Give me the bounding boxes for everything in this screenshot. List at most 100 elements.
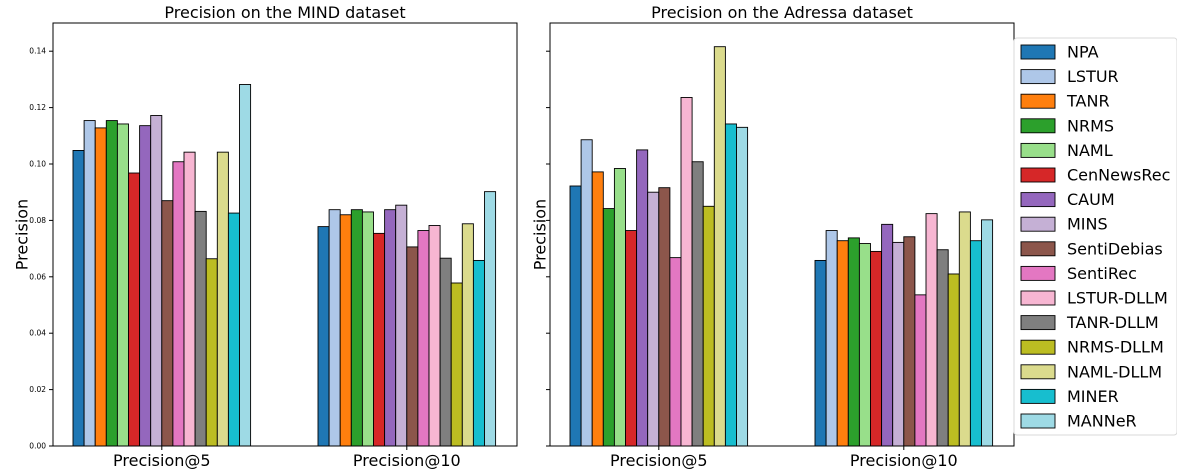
- bar: [936, 249, 949, 447]
- x-tick-label: Precision@5: [113, 451, 211, 470]
- legend-label: SentiRec: [1067, 264, 1137, 283]
- bar: [328, 209, 341, 447]
- bar: [94, 127, 107, 447]
- legend-label: CAUM: [1067, 190, 1115, 209]
- legend-swatch: [1020, 44, 1056, 60]
- legend-swatch: [1020, 388, 1056, 404]
- legend-label: NRMS: [1067, 116, 1114, 135]
- legend-label: MINER: [1067, 387, 1119, 406]
- bar: [172, 161, 185, 447]
- y-tick-label: 0.04: [29, 329, 46, 338]
- legend-label: MANNeR: [1067, 412, 1137, 431]
- y-tick-label: 0.06: [29, 272, 46, 281]
- bar: [925, 213, 938, 447]
- legend-swatch: [1020, 413, 1056, 429]
- bar: [903, 236, 916, 447]
- legend-label: NAML-DLLM: [1067, 362, 1162, 381]
- y-tick-label: 0.10: [29, 160, 46, 169]
- bar: [406, 246, 419, 447]
- legend-label: MINS: [1067, 215, 1108, 234]
- y-tick-label: 0.12: [29, 103, 46, 112]
- y-tick-label: 0.00: [29, 442, 46, 451]
- legend-swatch: [1020, 364, 1056, 380]
- bar: [72, 150, 85, 447]
- bar: [484, 191, 497, 447]
- bar: [450, 282, 463, 447]
- chart-title: Precision on the MIND dataset: [164, 3, 405, 22]
- bar: [350, 209, 363, 447]
- legend-swatch: [1020, 167, 1056, 183]
- bar: [569, 185, 582, 447]
- bar: [361, 211, 374, 447]
- bar: [669, 257, 682, 447]
- bar: [317, 226, 330, 447]
- x-tick-label: Precision@5: [610, 451, 708, 470]
- bar: [736, 126, 749, 447]
- legend-box: [1013, 37, 1177, 436]
- bar: [636, 149, 649, 447]
- legend-label: NAML: [1067, 141, 1113, 160]
- bar: [713, 46, 726, 447]
- legend-swatch: [1020, 192, 1056, 208]
- bar: [947, 273, 960, 447]
- y-tick-label: 0.08: [29, 216, 46, 225]
- bar: [958, 211, 971, 447]
- chart-title: Precision on the Adressa dataset: [651, 3, 913, 22]
- bar: [216, 151, 229, 447]
- bar: [239, 84, 252, 447]
- y-tick-label: 0.02: [29, 385, 46, 394]
- bar: [161, 200, 174, 447]
- bar: [836, 240, 849, 447]
- bar: [373, 232, 386, 447]
- bar: [702, 205, 715, 447]
- plot-frame: [52, 22, 518, 447]
- y-tick-label: 0.14: [29, 47, 46, 56]
- legend-swatch: [1020, 118, 1056, 134]
- legend-label: LSTUR: [1067, 67, 1119, 86]
- bar: [384, 209, 397, 447]
- bar: [969, 240, 982, 447]
- legend-label: NPA: [1067, 43, 1099, 62]
- bar: [724, 123, 737, 447]
- bar: [892, 241, 905, 447]
- bar: [602, 208, 615, 447]
- bar: [461, 223, 474, 447]
- legend-label: TANR: [1066, 92, 1110, 111]
- bar: [227, 212, 240, 447]
- x-tick-label: Precision@10: [850, 451, 958, 470]
- bar: [858, 243, 871, 447]
- bar: [825, 230, 838, 447]
- bar: [105, 120, 118, 447]
- bar: [613, 168, 626, 447]
- legend-swatch: [1020, 290, 1056, 306]
- legend-swatch: [1020, 315, 1056, 331]
- bar: [83, 120, 96, 447]
- bar: [472, 259, 485, 447]
- bar: [914, 294, 927, 447]
- bar: [658, 187, 671, 447]
- bar: [428, 225, 441, 447]
- bar: [680, 96, 693, 447]
- bar: [881, 223, 894, 447]
- legend-swatch: [1020, 265, 1056, 281]
- y-axis-label: Precision: [531, 199, 550, 270]
- legend-swatch: [1020, 339, 1056, 355]
- legend-label: NRMS-DLLM: [1067, 338, 1164, 357]
- legend-label: SentiDebias: [1067, 239, 1163, 258]
- bar: [116, 123, 129, 447]
- bar: [439, 257, 452, 447]
- legend-swatch: [1020, 241, 1056, 257]
- legend-swatch: [1020, 142, 1056, 158]
- legend-swatch: [1020, 93, 1056, 109]
- bar: [395, 204, 408, 447]
- legend-swatch: [1020, 69, 1056, 85]
- bar: [150, 115, 163, 447]
- legend-swatch: [1020, 216, 1056, 232]
- bar: [814, 259, 827, 447]
- bar: [339, 214, 352, 447]
- bar: [591, 171, 604, 447]
- legend-label: CenNewsRec: [1067, 166, 1170, 185]
- bar: [981, 219, 994, 447]
- y-axis-label: Precision: [13, 199, 32, 270]
